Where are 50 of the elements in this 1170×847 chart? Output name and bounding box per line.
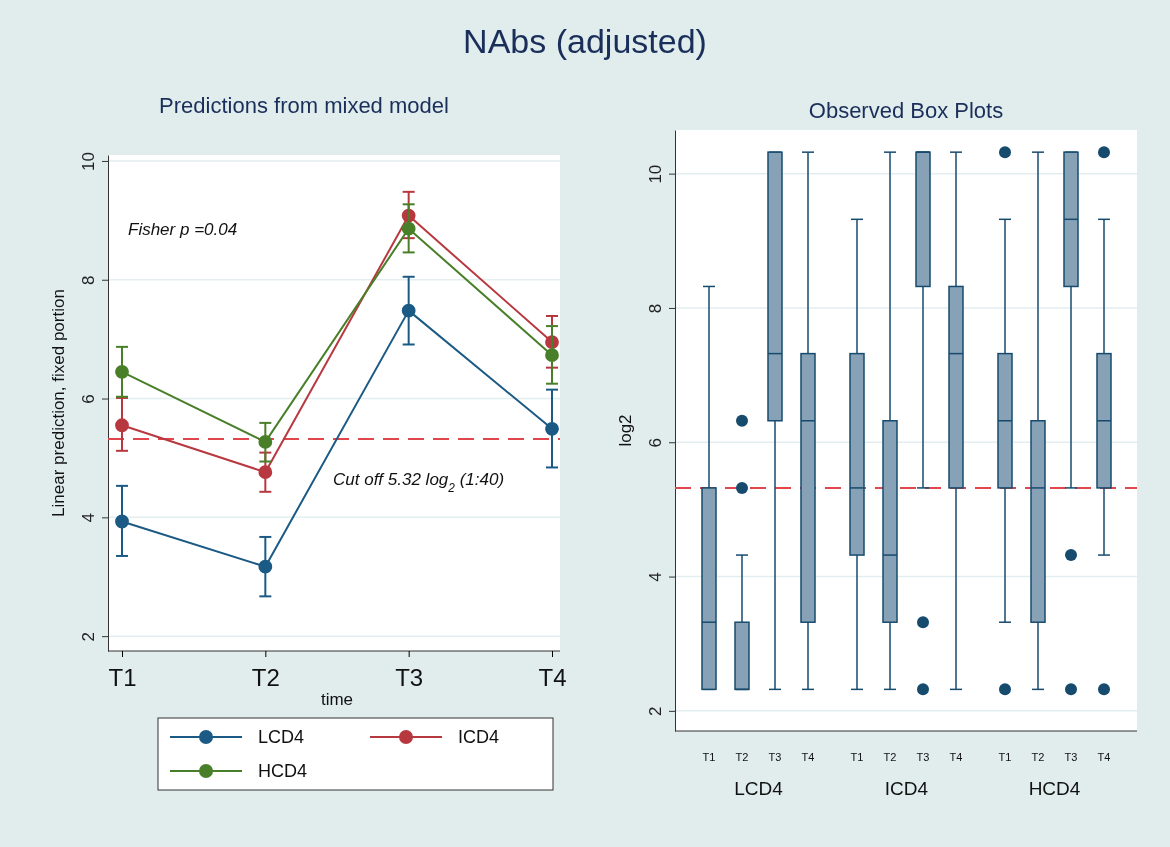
y-tick-label: 6 [79,394,98,404]
y-tick-label: 6 [646,438,665,448]
point [115,364,129,379]
x-tick-label: T2 [251,664,280,692]
x-tick-label: T2 [735,751,749,763]
legend-label: LCD4 [258,727,305,747]
x-tick-label: T2 [883,751,897,763]
point [258,465,273,480]
x-tick-label: T1 [108,664,137,692]
point [115,418,129,433]
point [401,221,416,236]
text: LCD4 [734,778,784,799]
y-tick-label: 8 [646,303,665,314]
y-axis-title: log2 [616,414,635,447]
point [401,303,416,318]
text: ICD4 [884,778,929,799]
x-tick-label: T3 [768,751,782,763]
x-tick-label: T3 [1064,751,1078,763]
chart-subtitle: Predictions from mixed model [159,93,449,118]
y-axis-title: Linear prediction, fixed portion [49,289,68,517]
x-tick-label: T1 [998,751,1012,763]
point [545,348,559,363]
y-tick-label: 10 [646,164,665,184]
legend-label: HCD4 [258,761,308,781]
point [115,514,129,529]
y-tick-label: 10 [79,151,98,171]
y-tick-label: 2 [79,631,98,642]
point [258,559,273,574]
chart-title: NAbs (adjusted) [463,22,707,60]
y-tick-label: 4 [79,513,98,523]
annotation: Fisher p =0.04 [128,220,238,239]
x-tick-label: T4 [949,751,963,763]
x-tick-label: T1 [702,751,716,763]
x-tick-label: T3 [395,664,424,692]
y-tick-label: 2 [646,706,665,717]
x-axis-title: time [320,690,354,709]
ref-line-label: Cut off 5.32 log$_{2}$ (1:40) [333,469,505,495]
text: HCD4 [1028,778,1081,799]
x-tick-label: T1 [850,751,864,763]
x-tick-label: T4 [538,664,567,692]
point [258,435,273,449]
y-tick-label: 8 [79,275,98,285]
x-tick-label: T4 [801,751,815,763]
x-tick-label: T3 [916,751,930,763]
x-tick-label: T2 [1031,751,1045,763]
chart-title: Observed Box Plots [808,98,1004,123]
x-tick-label: T4 [1097,751,1111,763]
y-tick-label: 4 [646,572,665,582]
point [545,421,559,436]
legend-label: ICD4 [458,727,500,747]
